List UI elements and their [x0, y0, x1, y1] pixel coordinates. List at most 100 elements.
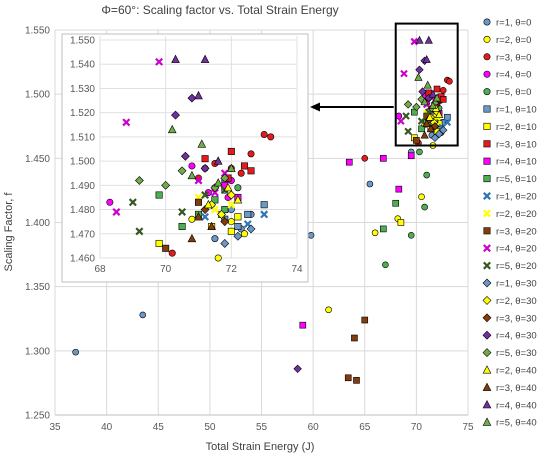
data-point: [325, 306, 332, 314]
data-point: [353, 377, 360, 384]
legend-marker: [483, 122, 491, 130]
legend-marker: [483, 175, 491, 183]
inset-data-point: [187, 93, 197, 103]
inset-data-point: [233, 195, 243, 204]
x-tick-label: 50: [204, 422, 216, 433]
legend-marker: [483, 209, 491, 218]
legend-item: r=1, θ=0: [483, 18, 531, 29]
legend: r=1, θ=0 r=2, θ=0 r=3, θ=0 r=4, θ=0 r=5, θ=0…: [482, 18, 537, 429]
y-axis-label: Scaling Factor, f: [3, 192, 15, 272]
data-point: [443, 118, 452, 127]
legend-label: r=5, θ=40: [496, 418, 537, 429]
data-point: [434, 129, 444, 139]
data-point: [392, 199, 400, 207]
data-point: [423, 171, 431, 179]
data-point: [432, 93, 442, 102]
data-point: [415, 35, 424, 44]
inset-data-point: [267, 133, 275, 141]
inset-data-point: [237, 169, 245, 177]
inset-data-point: [155, 57, 164, 66]
legend-marker: [482, 365, 492, 374]
legend-label: r=1, θ=30: [496, 279, 537, 290]
inset-data-point: [128, 198, 137, 207]
data-point: [416, 148, 423, 156]
inset-data-point: [220, 173, 230, 183]
inset-data-point: [200, 163, 210, 173]
y-tick-label: 1.300: [25, 346, 50, 357]
data-point: [424, 35, 433, 44]
x-tick-label: 55: [256, 422, 268, 433]
inset-data-point: [155, 239, 163, 247]
inset-data-point: [112, 207, 121, 216]
data-point: [351, 334, 358, 342]
legend-marker: [483, 244, 491, 253]
inset-data-point: [195, 198, 203, 206]
inset-data-point: [213, 156, 223, 165]
legend-label: r=3, θ=30: [496, 313, 537, 324]
inset-data-point: [220, 239, 230, 248]
data-point: [434, 110, 444, 118]
inset-data-point: [210, 188, 219, 197]
y-tick-label: 1.250: [25, 411, 50, 422]
data-point: [428, 89, 437, 98]
inset-data-point: [221, 206, 229, 214]
inset-x-tick-label: 68: [94, 264, 106, 275]
y-tick-label: 1.350: [25, 282, 50, 293]
x-tick-label: 45: [153, 422, 165, 433]
inset-y-tick-label: 1.550: [70, 36, 95, 47]
y-tick-label: 1.550: [25, 26, 50, 37]
legend-marker: [483, 105, 491, 113]
legend-item: r=4, θ=40: [482, 399, 537, 411]
inset-data-point: [234, 213, 242, 221]
inset-data-point: [233, 231, 243, 241]
data-point: [417, 117, 426, 125]
inset-data-point: [168, 249, 176, 257]
legend-item: r=5, θ=40: [482, 417, 537, 429]
inset-y-tick-label: 1.530: [70, 84, 95, 95]
legend-label: r=2, θ=30: [496, 296, 537, 307]
chart-title: Φ=60°: Scaling factor vs. Total Strain E…: [101, 3, 338, 17]
legend-marker: [483, 140, 491, 148]
data-point: [402, 112, 410, 120]
data-point: [425, 112, 434, 121]
inset-data-point: [180, 151, 190, 161]
x-axis-label: Total Strain Energy (J): [206, 441, 315, 453]
inset-data-point: [226, 190, 236, 200]
inset-data-point: [247, 167, 255, 175]
inset-data-point: [171, 54, 180, 63]
legend-label: r=1, θ=0: [496, 18, 531, 29]
inset-data-point: [227, 227, 235, 235]
data-point: [428, 101, 437, 110]
legend-item: r=3, θ=30: [482, 313, 537, 324]
data-point: [412, 102, 421, 112]
inset-data-point: [260, 130, 268, 138]
legend-marker: [483, 70, 491, 78]
inset-data-point: [188, 162, 196, 170]
data-point: [439, 96, 447, 103]
inset-data-point: [240, 162, 248, 170]
legend-label: r=3, θ=10: [496, 139, 537, 150]
data-point: [397, 219, 405, 226]
inset-data-point: [171, 110, 180, 120]
data-point: [421, 203, 428, 211]
data-point: [293, 364, 302, 373]
inset-data-point: [220, 217, 230, 227]
data-point: [418, 193, 425, 201]
legend-label: r=2, θ=0: [496, 35, 531, 46]
inset-data-point: [194, 90, 203, 100]
data-point: [426, 124, 435, 133]
data-point: [407, 152, 415, 160]
data-point: [397, 117, 405, 125]
inset-data-point: [187, 233, 197, 243]
legend-marker: [483, 192, 491, 200]
x-tick-label: 70: [411, 422, 423, 433]
data-point: [420, 130, 429, 139]
legend-label: r=2, θ=10: [496, 122, 537, 133]
data-point: [422, 119, 431, 127]
y-tick-label: 1.400: [25, 218, 50, 229]
inset-data-point: [234, 223, 242, 231]
inset-data-point: [178, 207, 187, 216]
data-point: [139, 311, 147, 319]
data-point: [430, 133, 440, 142]
inset-data-point: [234, 184, 242, 192]
